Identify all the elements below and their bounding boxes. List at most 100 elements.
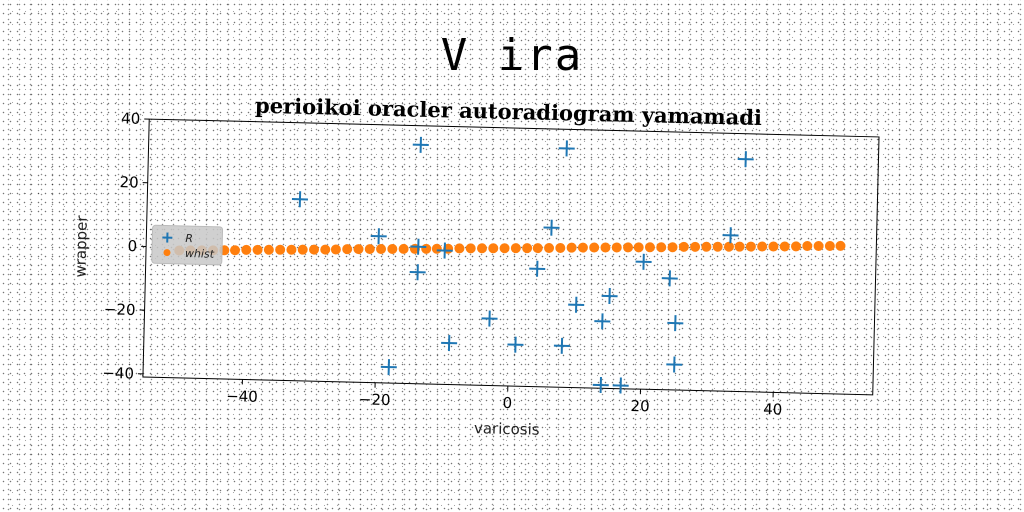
y-tick-label: 40 [121,109,141,127]
data-point [499,243,510,254]
data-point [656,242,667,253]
data-point [229,245,240,256]
data-point [241,244,252,255]
legend-item: whist [163,247,215,261]
data-point [380,359,397,376]
data-point [623,242,634,253]
y-axis-label: wrapper [71,214,91,277]
data-point [476,243,487,254]
y-tick-label: 0 [127,237,137,255]
data-point [592,377,609,394]
data-point [286,244,297,255]
figure-suptitle: V ira [440,30,584,81]
data-point [441,335,458,352]
data-point [353,244,364,255]
data-point [555,242,566,253]
data-point [644,242,655,253]
data-point [690,241,701,252]
data-point [522,243,533,254]
data-point [601,288,618,305]
data-point [594,313,611,330]
axis-ticks: −40 −20 0 20 40 −40 −20 0 20 40 [102,109,783,418]
data-point [635,253,652,270]
data-point [667,242,678,253]
data-point [667,315,684,332]
data-point [722,227,739,244]
data-point [454,243,465,254]
data-point [387,243,398,254]
data-point [633,242,644,253]
data-point [263,244,274,255]
data-point [291,191,308,208]
data-point [431,243,442,254]
data-point [824,240,835,251]
series-R [291,136,754,394]
data-point [409,264,426,281]
data-point [465,243,476,254]
data-point [802,241,813,252]
y-tick-label: −20 [104,300,136,319]
x-axis-label: varicosis [474,419,540,439]
data-point [779,241,790,252]
x-tick-label: 40 [763,400,783,418]
data-point [791,241,802,252]
legend-label: R [185,232,193,245]
y-tick-label: −40 [102,364,134,383]
x-tick-label: −40 [226,387,258,406]
data-point [611,242,622,253]
data-point [330,244,341,255]
data-point [701,241,712,252]
chart-title: perioikoi oracler autoradiogram yamamadi [255,93,763,130]
data-point [320,244,331,255]
data-point [734,241,745,252]
data-point [297,244,308,255]
legend-marker [163,249,171,257]
legend-marker [162,232,173,243]
data-point [364,244,375,255]
data-point [252,244,263,255]
data-point [421,243,432,254]
data-point [398,243,409,254]
series-layer [174,136,846,394]
data-point [835,240,846,251]
data-point [436,242,453,259]
data-point [566,242,577,253]
x-tick-label: 0 [502,394,512,412]
data-point [481,310,498,327]
data-point [412,136,429,153]
data-point [510,243,521,254]
data-point [589,242,600,253]
data-point [678,241,689,252]
data-point [553,337,570,354]
data-point [768,241,779,252]
data-point [532,243,543,254]
plot-area-frame [142,118,880,396]
data-point [612,377,629,394]
data-point [529,260,546,277]
data-point [544,243,555,254]
data-point [308,244,319,255]
data-point [410,238,427,255]
legend-item: R [162,232,193,245]
data-point [568,296,585,313]
data-point [757,241,768,252]
data-point [666,356,683,373]
y-tick-label: 20 [119,173,139,191]
data-point [558,140,575,157]
data-point [737,151,754,168]
data-point [342,244,353,255]
x-tick-label: 20 [630,397,650,415]
series-whist [174,240,846,256]
data-point [376,244,387,255]
data-point [577,242,588,253]
x-tick-label: −20 [359,390,391,409]
data-point [370,228,387,245]
data-point [543,219,560,236]
data-point [712,241,723,252]
data-point [507,336,524,353]
legend-label: whist [185,247,215,261]
data-point [275,244,286,255]
data-point [813,241,824,252]
